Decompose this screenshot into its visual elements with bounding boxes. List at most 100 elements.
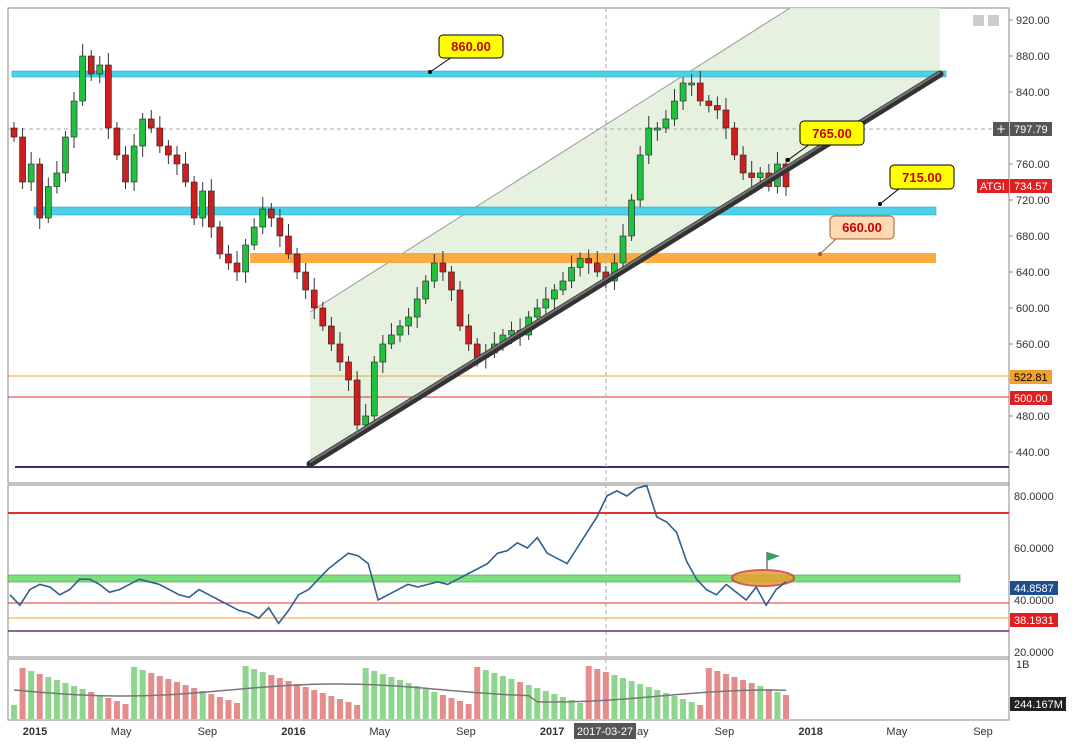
candle-body — [585, 258, 593, 264]
candle-body — [671, 100, 678, 120]
candle-body — [345, 361, 352, 381]
zone-860 — [11, 70, 947, 78]
candle-body — [276, 217, 284, 237]
volume-axis-label: 1B — [1016, 659, 1029, 671]
volume-bar — [191, 688, 198, 719]
callout-765[interactable]: 765.00 — [786, 120, 865, 162]
volume-bar — [765, 689, 772, 719]
svg-text:+: + — [996, 122, 1006, 136]
osc-level-label: 38.1931 — [1014, 615, 1054, 627]
candle-body — [336, 343, 344, 363]
time-tick-label: 2018 — [798, 726, 822, 738]
candle-body — [619, 235, 627, 264]
candle-body — [319, 307, 327, 327]
candle-body — [422, 280, 430, 300]
volume-layer — [11, 666, 789, 719]
volume-bar — [319, 693, 326, 719]
volume-bar — [302, 687, 309, 719]
callout-660[interactable]: 660.00 — [818, 215, 895, 256]
volume-bar — [371, 671, 378, 719]
volume-bar — [28, 671, 35, 719]
candle-body — [396, 325, 404, 336]
volume-bar — [131, 667, 138, 719]
last-price-tag: ATGI 734.57 — [977, 179, 1052, 193]
oscillator-line — [9, 484, 787, 625]
candle-body — [542, 298, 550, 309]
candle-body — [705, 100, 713, 106]
candle-body — [182, 163, 189, 183]
volume-bar — [508, 679, 515, 719]
candle-body — [362, 415, 369, 426]
candle-body — [722, 109, 730, 129]
volume-bar — [354, 705, 361, 719]
last-price-label: 734.57 — [1014, 181, 1048, 193]
candle-body — [36, 163, 44, 219]
volume-bar — [714, 671, 721, 719]
flag-icon — [766, 552, 780, 569]
volume-bar — [542, 691, 549, 719]
maximize-icon[interactable] — [988, 15, 999, 26]
volume-bar — [577, 703, 584, 719]
candle-body — [19, 136, 26, 183]
candle-body — [259, 208, 267, 228]
candle-body — [225, 253, 232, 264]
crosshair-price-tag: + 797.79 — [993, 122, 1052, 136]
volume-bar — [362, 668, 369, 719]
price-tick-label: 440.00 — [1016, 447, 1050, 459]
volume-bar — [534, 688, 541, 719]
candle-body — [122, 154, 129, 183]
volume-bar — [71, 686, 78, 719]
osc-tick-label: 20.0000 — [1014, 647, 1054, 659]
volume-bar — [234, 703, 241, 719]
volume-bar — [156, 676, 163, 719]
volume-bar — [311, 690, 318, 719]
callout-715[interactable]: 715.00 — [878, 164, 955, 206]
pane-controls[interactable] — [973, 15, 999, 26]
volume-bar — [276, 678, 283, 719]
candle-body — [448, 271, 455, 291]
restore-icon[interactable] — [973, 15, 984, 26]
trend-channel-fill — [310, 8, 940, 462]
osc-level-tag: 38.1931 — [1010, 613, 1058, 627]
candle-body — [688, 82, 695, 86]
zone-652 — [250, 253, 936, 263]
candle-body — [405, 316, 412, 327]
price-tick-label: 840.00 — [1016, 87, 1050, 99]
volume-current-label: 244.167M — [1014, 699, 1063, 711]
volume-bar — [379, 674, 386, 719]
volume-bar — [182, 685, 189, 719]
volume-bar — [199, 691, 206, 719]
callout-765-label: 765.00 — [812, 126, 852, 141]
volume-bar — [431, 692, 438, 719]
price-tick-label: 880.00 — [1016, 51, 1050, 63]
oscillator-axis: 80.0000 60.0000 40.0000 20.0000 — [1014, 491, 1054, 659]
volume-bar — [216, 697, 223, 719]
candle-body — [748, 172, 755, 178]
volume-bar — [96, 695, 103, 719]
volume-bar — [568, 700, 575, 719]
candle-body — [568, 267, 575, 282]
candle-body — [413, 298, 421, 318]
volume-bar — [731, 677, 738, 719]
candle-body — [216, 226, 224, 255]
candle-body — [53, 172, 61, 187]
volume-bar — [242, 666, 249, 719]
candle-body — [79, 55, 86, 102]
osc-current-tag: 44.8587 — [1010, 581, 1058, 595]
candle-body — [310, 289, 318, 309]
volume-bar — [397, 680, 403, 719]
osc-current-label: 44.8587 — [1014, 583, 1054, 595]
volume-bar — [585, 666, 592, 719]
candle-body — [45, 186, 52, 219]
volume-bar — [594, 669, 601, 719]
volume-bar — [645, 687, 652, 719]
candle-body — [130, 145, 138, 183]
callout-860[interactable]: 860.00 — [428, 34, 504, 74]
price-tick-label: 600.00 — [1016, 303, 1050, 315]
volume-bar — [551, 694, 558, 719]
candle-body — [139, 118, 146, 147]
level-522-tag: 522.81 — [1010, 370, 1052, 384]
candle-body — [439, 262, 447, 273]
candle-body — [113, 127, 121, 156]
